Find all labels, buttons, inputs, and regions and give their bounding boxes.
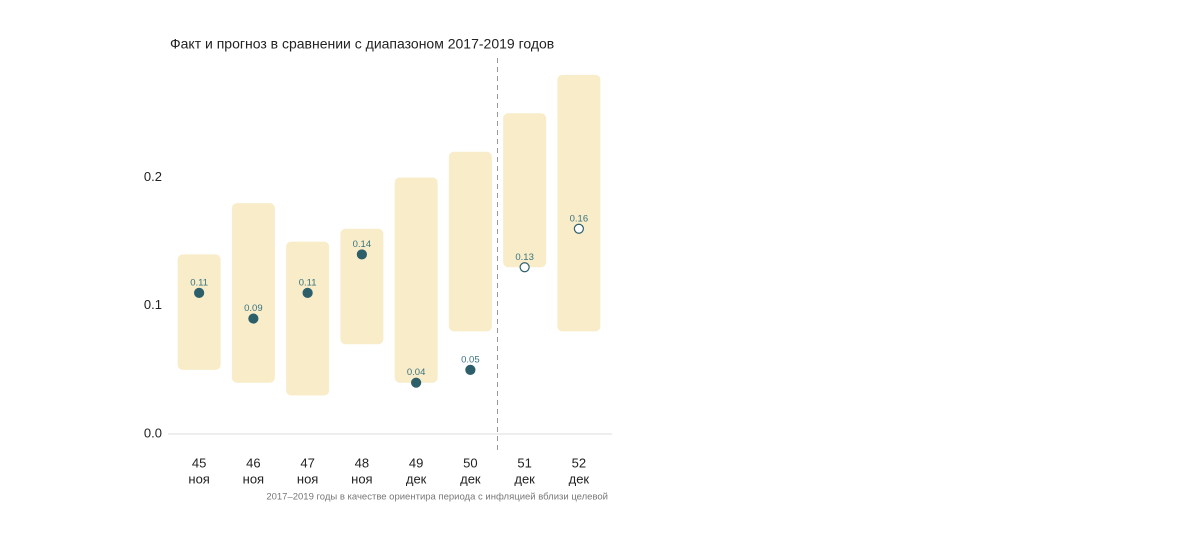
x-tick-label: 46 [246, 455, 260, 470]
x-tick-label: дек [514, 471, 535, 486]
actual-point [411, 377, 422, 388]
actual-point [194, 287, 205, 298]
range-bar [503, 113, 547, 268]
value-label: 0.14 [353, 239, 372, 250]
x-tick-label: дек [460, 471, 481, 486]
x-tick-label: дек [406, 471, 427, 486]
range-bar [448, 151, 492, 332]
value-label: 0.11 [190, 277, 208, 288]
value-label: 0.11 [299, 277, 317, 288]
actual-point [356, 249, 367, 260]
value-label: 0.05 [461, 354, 480, 365]
footnote: 2017–2019 годы в качестве ориентира пери… [266, 492, 608, 503]
forecast-point [519, 262, 530, 273]
value-label: 0.04 [407, 367, 426, 378]
value-label: 0.09 [244, 303, 263, 314]
range-bar [231, 203, 275, 383]
x-tick-label: 45 [192, 455, 206, 470]
range-bar [394, 177, 438, 383]
actual-point [302, 287, 313, 298]
range-bar [557, 74, 601, 332]
x-tick-label: ноя [188, 471, 209, 486]
x-tick-label: 49 [409, 455, 423, 470]
value-label: 0.16 [570, 213, 589, 224]
x-tick-label: 50 [463, 455, 477, 470]
range-bar [340, 228, 384, 345]
chart-title: Факт и прогноз в сравнении с диапазоном … [170, 36, 554, 52]
x-tick-label: дек [569, 471, 590, 486]
x-tick-label: 52 [572, 455, 586, 470]
y-tick-label: 0.1 [144, 297, 162, 312]
x-tick-label: 47 [300, 455, 314, 470]
actual-point [465, 364, 476, 375]
forecast-point [573, 223, 584, 234]
x-tick-label: 51 [517, 455, 531, 470]
value-label: 0.13 [515, 252, 534, 263]
x-tick-label: ноя [243, 471, 264, 486]
y-tick-label: 0.0 [144, 425, 162, 440]
actual-point [248, 313, 259, 324]
range-bar [286, 241, 330, 396]
x-tick-label: ноя [297, 471, 318, 486]
y-tick-label: 0.2 [144, 169, 162, 184]
x-tick-label: 48 [355, 455, 369, 470]
x-tick-label: ноя [351, 471, 372, 486]
range-bar [177, 254, 221, 370]
